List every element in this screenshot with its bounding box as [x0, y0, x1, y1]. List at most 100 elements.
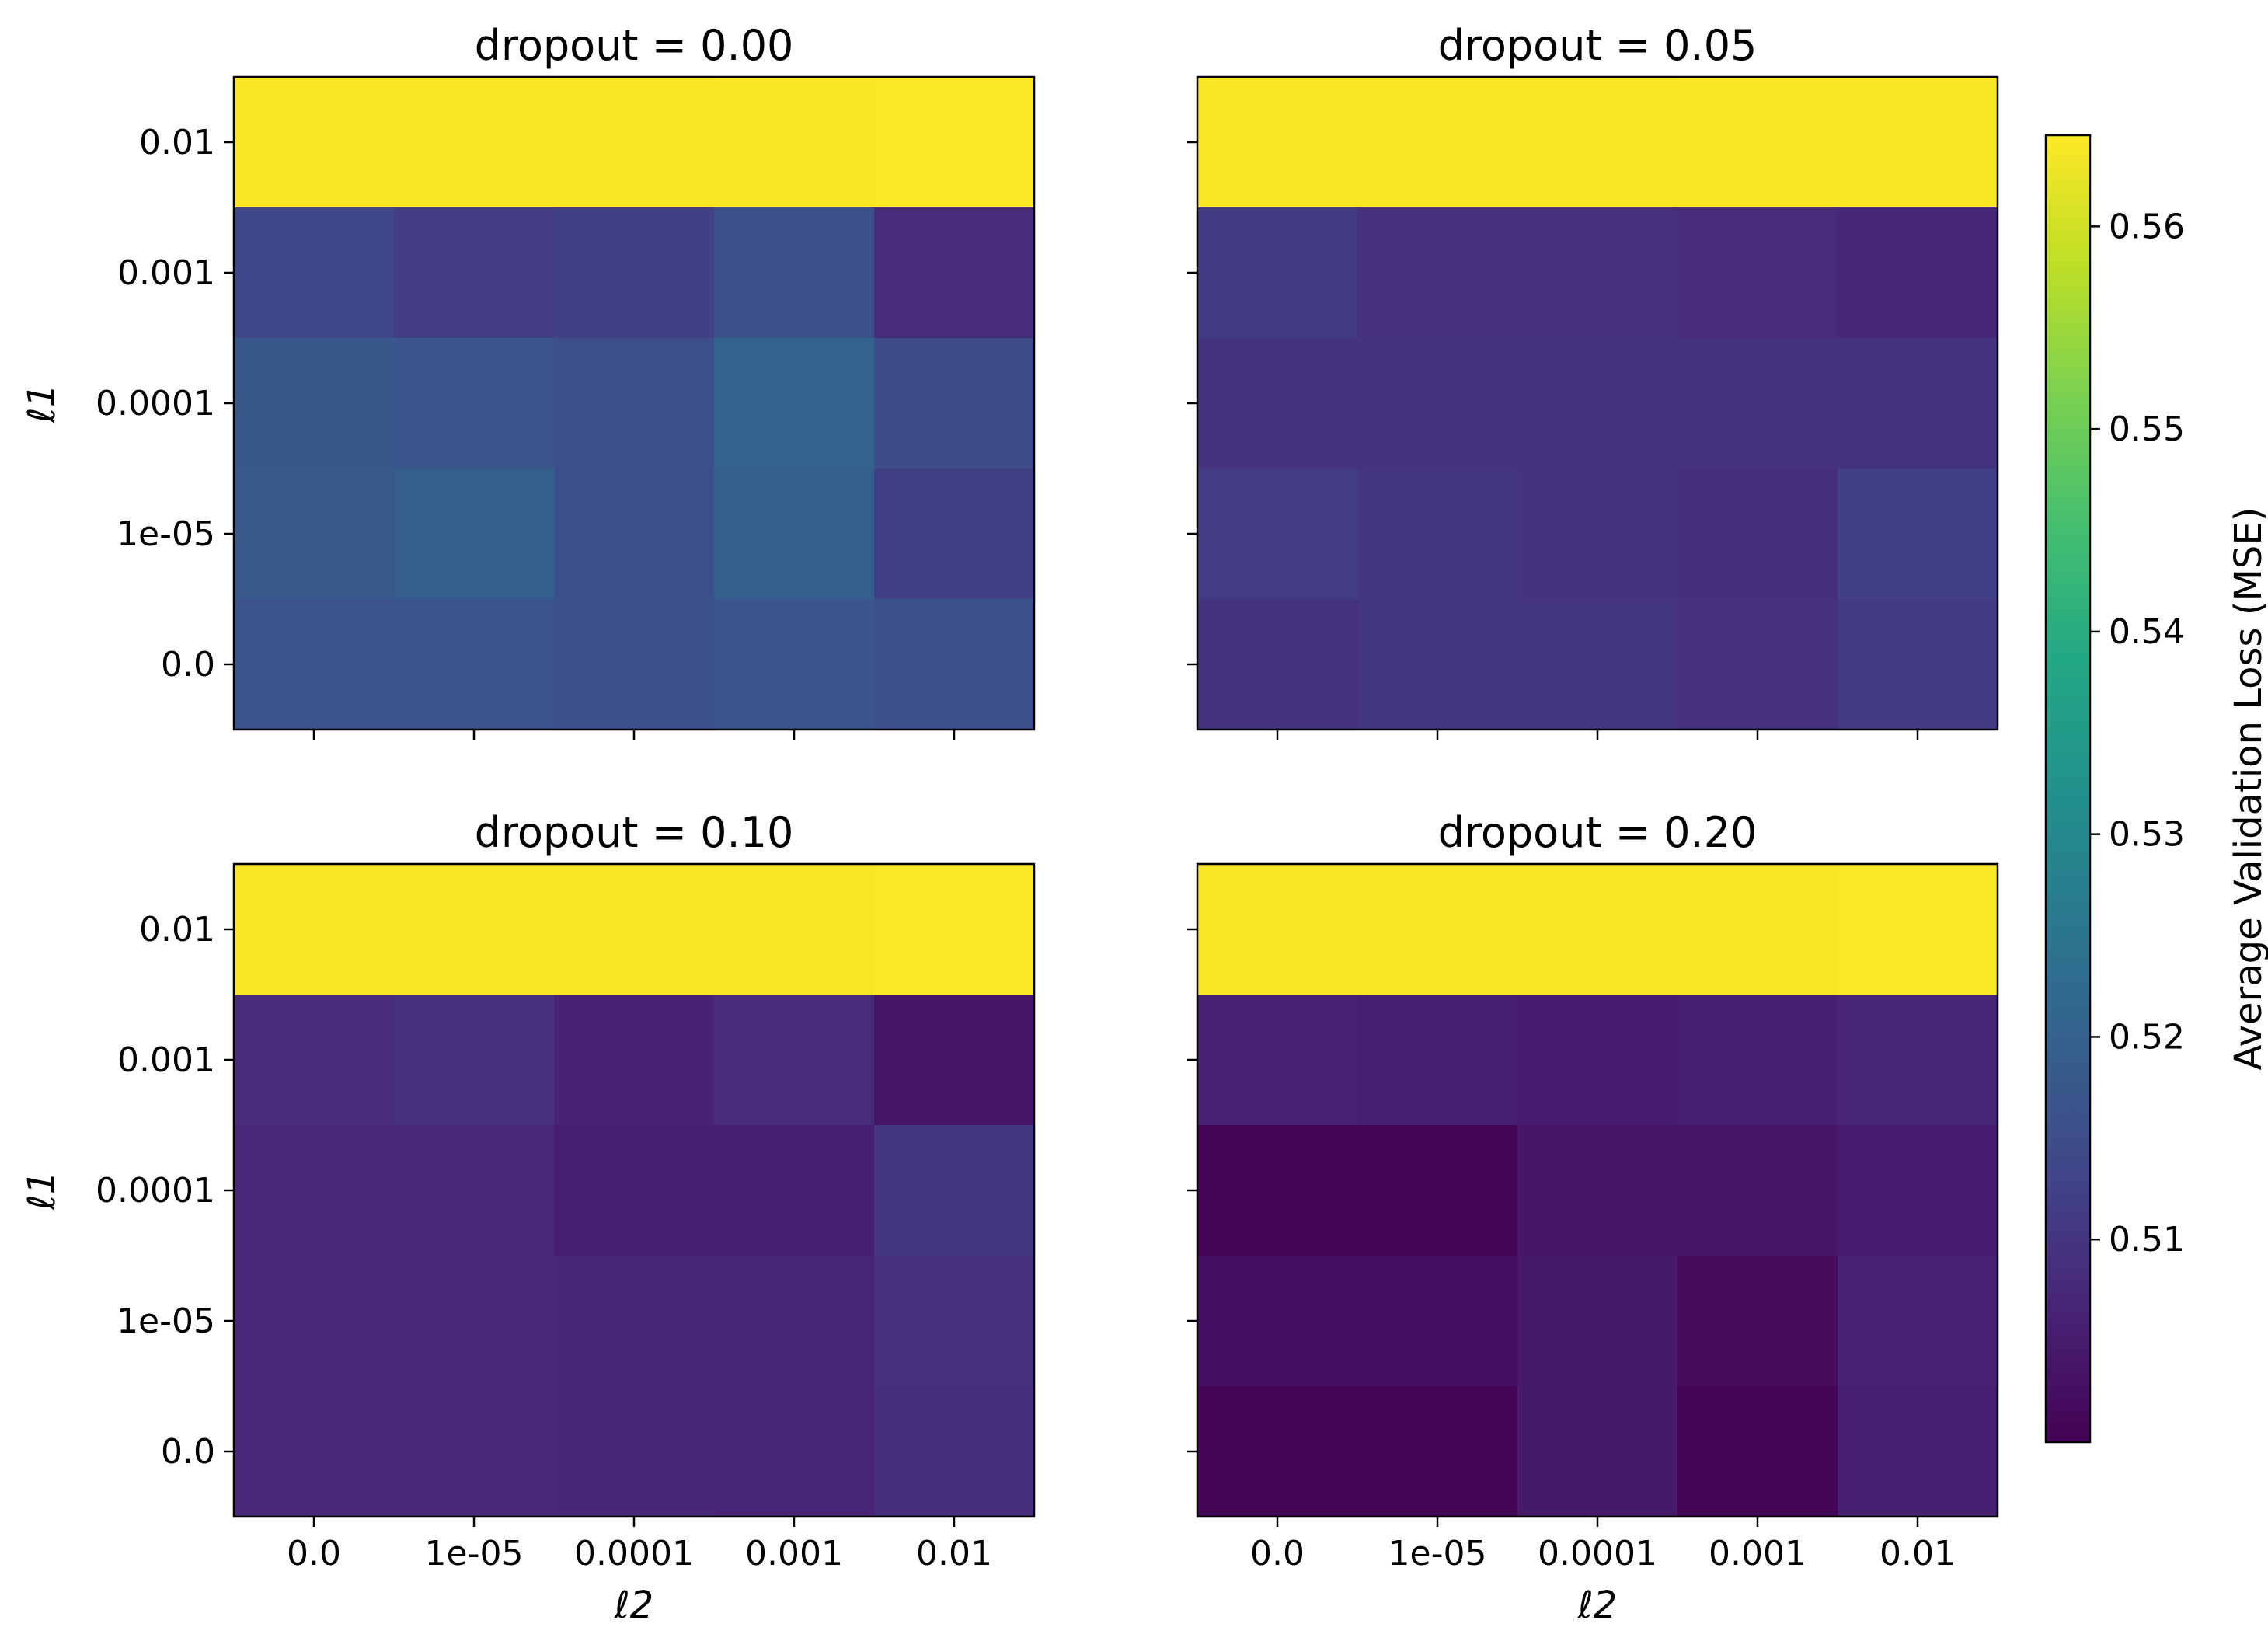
y-tick-label: 1e-05	[117, 514, 215, 554]
heatmap-cell	[1677, 599, 1838, 730]
y-tick-label: 0.0001	[96, 1171, 215, 1211]
heatmap-cell	[874, 77, 1035, 208]
heatmap-cell	[1838, 995, 1998, 1126]
heatmap-cell	[234, 995, 395, 1126]
colorbar-gradient	[2044, 134, 2092, 1444]
panel-title: dropout = 0.10	[475, 808, 794, 857]
panel-title: dropout = 0.05	[1438, 21, 1758, 70]
heatmap-cell	[1838, 864, 1998, 995]
heatmap-cell	[1197, 995, 1358, 1126]
heatmap-cell	[1357, 77, 1518, 208]
heatmap-cell	[874, 469, 1035, 600]
x-axis-label: ℓ2	[1577, 1584, 1617, 1627]
heatmap-cell	[554, 77, 715, 208]
y-tick-label: 1e-05	[117, 1301, 215, 1341]
y-tick-label: 0.0	[161, 1432, 215, 1472]
heatmap-cell	[394, 1386, 555, 1517]
heatmap-cell	[554, 469, 715, 600]
heatmap-cell	[714, 77, 875, 208]
colorbar-tick-label: 0.56	[2109, 207, 2185, 246]
heatmap-cell	[394, 1125, 555, 1256]
heatmap-cell	[714, 469, 875, 600]
heatmap-cell	[394, 864, 555, 995]
heatmap-cell	[1677, 1386, 1838, 1517]
heatmap-cell	[394, 1256, 555, 1387]
heatmap-cell	[714, 207, 875, 339]
x-tick-label: 1e-05	[425, 1534, 524, 1573]
x-tick-label: 0.001	[745, 1534, 843, 1573]
y-tick-label: 0.0001	[96, 384, 215, 423]
heatmap-cell	[234, 77, 395, 208]
heatmap-cell	[554, 995, 715, 1126]
colorbar-tick-label: 0.52	[2109, 1017, 2185, 1057]
heatmap-cell	[1357, 864, 1518, 995]
heatmap-cell	[1517, 77, 1678, 208]
heatmap-cell	[234, 338, 395, 469]
heatmap-cell	[554, 338, 715, 469]
heatmap-cell	[714, 995, 875, 1126]
x-tick-label: 0.01	[916, 1534, 992, 1573]
heatmap-cell	[1838, 338, 1998, 469]
heatmap-cell	[874, 599, 1035, 730]
heatmap-cell	[874, 338, 1035, 469]
heatmap-cell	[1677, 469, 1838, 600]
heatmap-cell	[1838, 207, 1998, 339]
heatmap-cell	[394, 599, 555, 730]
heatmap-cell	[1517, 1256, 1678, 1387]
heatmap-cell	[1197, 469, 1358, 600]
heatmap-cell	[1517, 207, 1678, 339]
heatmap-cell	[554, 1125, 715, 1256]
heatmap-cell	[234, 599, 395, 730]
heatmap-cell	[1357, 207, 1518, 339]
heatmap-panel: dropout = 0.10 0.01 0.001 0.0001 1e-05 0.0 0.0…	[20, 808, 1036, 1627]
heatmap-cell	[554, 599, 715, 730]
heatmap-panel: dropout = 0.20 0.0 1e-05 0.0001 0.001 0.01 ℓ2	[1187, 808, 1999, 1627]
x-tick-label: 1e-05	[1388, 1534, 1487, 1573]
y-tick-label: 0.001	[117, 253, 215, 293]
heatmap-cell	[1517, 1386, 1678, 1517]
heatmap-cell	[1677, 1125, 1838, 1256]
heatmap-cell	[714, 1256, 875, 1387]
heatmap-cell	[1197, 1125, 1358, 1256]
heatmap-cell	[1197, 77, 1358, 208]
heatmap-cell	[394, 469, 555, 600]
heatmap-cell	[1517, 864, 1678, 995]
heatmap-cell	[1357, 469, 1518, 600]
panel-title: dropout = 0.00	[475, 21, 794, 70]
heatmap-cell	[1517, 1125, 1678, 1256]
x-tick-label: 0.0	[1250, 1534, 1305, 1573]
heatmap-cell	[1357, 338, 1518, 469]
y-axis-label: ℓ1	[20, 1171, 64, 1211]
colorbar-tick-label: 0.53	[2109, 815, 2185, 855]
panels: dropout = 0.000.010.0010.00011e-050.0ℓ1d…	[20, 21, 1999, 1627]
heatmap-cell	[1197, 338, 1358, 469]
x-tick-label: 0.0	[287, 1534, 341, 1573]
heatmap-cell	[234, 1386, 395, 1517]
heatmap-cell	[554, 864, 715, 995]
heatmap-cell	[714, 338, 875, 469]
heatmap-cell	[234, 207, 395, 339]
heatmap-cell	[554, 1256, 715, 1387]
heatmap-cell	[1517, 995, 1678, 1126]
heatmap-cell	[234, 1256, 395, 1387]
heatmap-cell	[874, 864, 1035, 995]
heatmap-cell	[1197, 207, 1358, 339]
heatmap-cell	[234, 864, 395, 995]
y-tick-label: 0.01	[139, 123, 215, 162]
heatmap-cell	[1838, 1386, 1998, 1517]
heatmap-cell	[234, 1125, 395, 1256]
heatmap-cell	[1838, 599, 1998, 730]
heatmap-cell	[1357, 1256, 1518, 1387]
heatmap-panel: dropout = 0.00 0.01 0.001 0.0001 1e-05 0.0 ℓ1	[20, 21, 1036, 740]
heatmap-cell	[394, 207, 555, 339]
y-tick-label: 0.001	[117, 1040, 215, 1080]
heatmap-panel: dropout = 0.05	[1187, 21, 1999, 740]
heatmap-cell	[234, 469, 395, 600]
x-tick-label: 0.0001	[1538, 1534, 1657, 1573]
x-tick-label: 0.01	[1880, 1534, 1956, 1573]
x-tick-label: 0.001	[1709, 1534, 1806, 1573]
heatmap-cell	[874, 1386, 1035, 1517]
colorbar-tick-label: 0.54	[2109, 612, 2185, 652]
heatmap-cell	[1197, 1386, 1358, 1517]
